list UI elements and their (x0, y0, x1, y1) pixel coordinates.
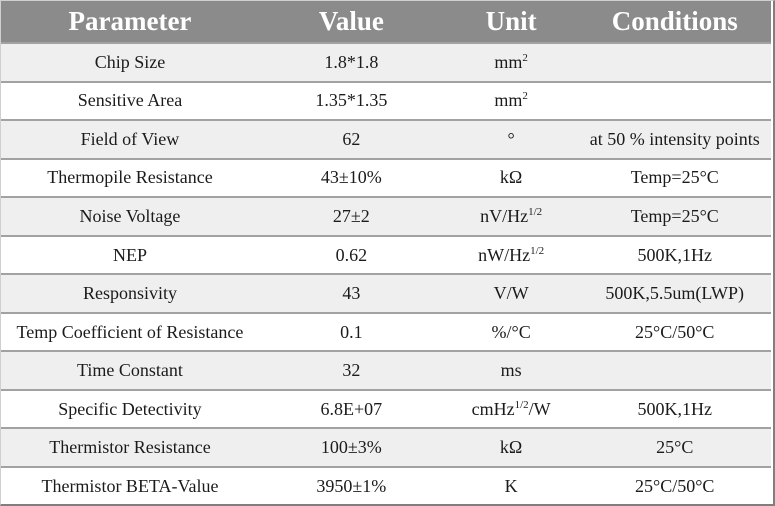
table-row: Chip Size 1.8*1.8 mm2 (1, 42, 771, 82)
cell-unit: cmHz1/2/W (443, 388, 579, 429)
cell-parameter: Sensitive Area (1, 80, 259, 121)
cell-conditions (578, 80, 771, 121)
table-row: Temp Coefficient of Resistance 0.1 %/°C 25°… (1, 311, 771, 352)
cell-parameter: NEP (1, 234, 259, 275)
cell-conditions: 25°C/50°C (578, 311, 771, 352)
cell-unit: K (443, 466, 579, 504)
superscript: 2 (522, 51, 528, 64)
cell-parameter: Responsivity (1, 273, 259, 313)
table-row: Noise Voltage 27±2 nV/Hz1/2 Temp=25°C (1, 196, 771, 236)
cell-parameter: Thermistor BETA-Value (1, 466, 259, 504)
superscript: 1/2 (514, 398, 529, 411)
cell-conditions: Temp=25°C (578, 196, 771, 236)
table-row: Field of View 62 ° at 50 % intensity points (1, 119, 771, 159)
cell-conditions (578, 42, 771, 82)
table-header: Parameter Value Unit Conditions (1, 1, 771, 43)
superscript: 1/2 (528, 205, 543, 218)
cell-conditions: 500K,1Hz (578, 388, 771, 429)
cell-value: 0.62 (258, 234, 444, 275)
cell-unit: kΩ (443, 157, 579, 198)
cell-unit: mm2 (443, 80, 579, 121)
header-row: Parameter Value Unit Conditions (1, 1, 771, 43)
cell-conditions: 25°C/50°C (578, 466, 771, 504)
cell-conditions: 500K,1Hz (578, 234, 771, 275)
cell-value: 100±3% (258, 427, 444, 468)
cell-unit: ms (443, 350, 579, 390)
cell-parameter: Thermistor Resistance (1, 427, 259, 468)
cell-parameter: Temp Coefficient of Resistance (1, 311, 259, 352)
table-row: Specific Detectivity 6.8E+07 cmHz1/2/W 500K… (1, 388, 771, 429)
cell-conditions: Temp=25°C (578, 157, 771, 198)
cell-value: 6.8E+07 (258, 388, 444, 429)
cell-unit: nW/Hz1/2 (443, 234, 579, 275)
cell-conditions: 500K,5.5um(LWP) (578, 273, 771, 313)
cell-value: 62 (258, 119, 444, 159)
table-row: Responsivity 43 V/W 500K,5.5um(LWP) (1, 273, 771, 313)
cell-value: 43 (258, 273, 444, 313)
cell-unit: nV/Hz1/2 (443, 196, 579, 236)
cell-value: 0.1 (258, 311, 444, 352)
cell-unit: %/°C (443, 311, 579, 352)
cell-value: 3950±1% (258, 466, 444, 504)
cell-parameter: Thermopile Resistance (1, 157, 259, 198)
cell-value: 27±2 (258, 196, 444, 236)
column-header-parameter: Parameter (1, 1, 259, 43)
cell-value: 1.35*1.35 (258, 80, 444, 121)
cell-parameter: Time Constant (1, 350, 259, 390)
cell-parameter: Chip Size (1, 42, 259, 82)
superscript: 2 (522, 90, 528, 103)
column-header-conditions: Conditions (578, 1, 771, 43)
superscript: 1/2 (530, 244, 545, 257)
table-row: Time Constant 32 ms (1, 350, 771, 390)
cell-conditions: at 50 % intensity points (578, 119, 771, 159)
table-row: Thermistor BETA-Value 3950±1% K 25°C/50°C (1, 466, 771, 504)
cell-value: 43±10% (258, 157, 444, 198)
cell-value: 32 (258, 350, 444, 390)
table-row: Sensitive Area 1.35*1.35 mm2 (1, 80, 771, 121)
cell-unit: ° (443, 119, 579, 159)
cell-value: 1.8*1.8 (258, 42, 444, 82)
table-body: Chip Size 1.8*1.8 mm2 Sensitive Area 1.35*1.… (1, 42, 771, 504)
cell-unit: mm2 (443, 42, 579, 82)
cell-unit: V/W (443, 273, 579, 313)
table-row: Thermopile Resistance 43±10% kΩ Temp=25°C (1, 157, 771, 198)
cell-parameter: Noise Voltage (1, 196, 259, 236)
cell-conditions (578, 350, 771, 390)
cell-parameter: Specific Detectivity (1, 388, 259, 429)
cell-parameter: Field of View (1, 119, 259, 159)
table-row: Thermistor Resistance 100±3% kΩ 25°C (1, 427, 771, 468)
column-header-unit: Unit (443, 1, 579, 43)
cell-unit: kΩ (443, 427, 579, 468)
cell-conditions: 25°C (578, 427, 771, 468)
column-header-value: Value (258, 1, 444, 43)
table-row: NEP 0.62 nW/Hz1/2 500K,1Hz (1, 234, 771, 275)
